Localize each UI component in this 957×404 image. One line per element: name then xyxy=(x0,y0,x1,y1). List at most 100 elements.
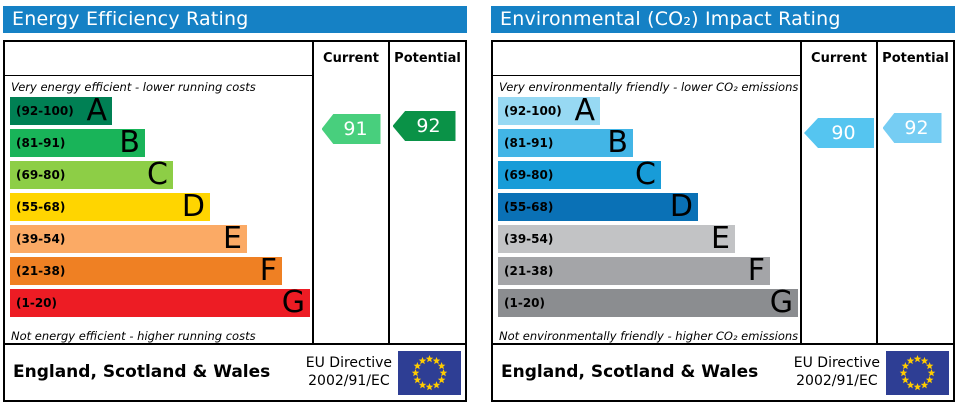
current-column-divider xyxy=(312,42,314,345)
header-separator xyxy=(493,75,800,76)
potential-column-divider xyxy=(388,42,390,345)
band-row: (39-54) E xyxy=(498,221,800,256)
potential-column-header: Potential xyxy=(394,51,461,66)
band-row: (92-100) A xyxy=(10,93,312,128)
band-bar-f: (21-38) F xyxy=(498,253,770,288)
band-row: (69-80) C xyxy=(498,157,800,192)
band-row: (92-100) A xyxy=(498,93,800,128)
top-caption: Very energy efficient - lower running co… xyxy=(11,80,256,94)
current-column-header: Current xyxy=(811,51,867,66)
band-range: (55-68) xyxy=(504,200,554,214)
energy-efficiency-panel: Energy Efficiency Rating Current Potenti… xyxy=(3,6,467,402)
bands: (92-100) A (81-91) B (69-80) C (55-68) D (39-54)… xyxy=(498,93,800,321)
band-range: (21-38) xyxy=(16,264,66,278)
band-range: (69-80) xyxy=(504,168,554,182)
eu-directive-label: EU Directive 2002/91/EC xyxy=(306,354,392,390)
panel-title: Environmental (CO₂) Impact Rating xyxy=(491,6,955,33)
current-arrow: 90 xyxy=(804,118,874,148)
footer: England, Scotland & Wales EU Directive 2… xyxy=(5,343,465,400)
band-range: (39-54) xyxy=(504,232,554,246)
band-row: (21-38) F xyxy=(498,253,800,288)
bottom-caption: Not energy efficient - higher running co… xyxy=(11,329,256,343)
band-letter: D xyxy=(181,189,205,224)
band-letter: G xyxy=(769,285,793,320)
band-bar-e: (39-54) E xyxy=(10,221,247,256)
band-letter: A xyxy=(574,93,595,128)
eu-directive-line1: EU Directive xyxy=(793,355,880,371)
band-range: (92-100) xyxy=(504,104,562,118)
eu-directive-label: EU Directive 2002/91/EC xyxy=(794,354,880,390)
band-range: (92-100) xyxy=(16,104,74,118)
eu-flag-stars xyxy=(411,355,448,391)
potential-rating-value: 92 xyxy=(416,115,441,137)
band-letter: G xyxy=(281,285,305,320)
bottom-caption: Not environmentally friendly - higher CO… xyxy=(499,329,799,343)
eu-directive-line2: 2002/91/EC xyxy=(308,373,390,389)
band-letter: B xyxy=(607,125,628,160)
bands: (92-100) A (81-91) B (69-80) C (55-68) D (39-54)… xyxy=(10,93,312,321)
band-range: (21-38) xyxy=(504,264,554,278)
potential-column-header: Potential xyxy=(882,51,949,66)
band-letter: D xyxy=(669,189,693,224)
eu-flag-stars xyxy=(899,355,936,391)
region-label: England, Scotland & Wales xyxy=(13,362,271,382)
band-row: (81-91) B xyxy=(10,125,312,160)
eu-flag-icon xyxy=(886,351,949,395)
band-row: (81-91) B xyxy=(498,125,800,160)
potential-arrow: 92 xyxy=(882,113,942,143)
band-row: (1-20) G xyxy=(10,285,312,320)
eu-directive-line2: 2002/91/EC xyxy=(796,373,878,389)
band-bar-b: (81-91) B xyxy=(498,125,633,160)
rating-table: Current Potential Very energy efficient … xyxy=(3,40,467,402)
region-label: England, Scotland & Wales xyxy=(501,362,759,382)
potential-arrow: 92 xyxy=(392,111,456,141)
band-bar-a: (92-100) A xyxy=(498,93,600,128)
current-rating-value: 91 xyxy=(343,118,368,140)
header-separator xyxy=(5,75,312,76)
band-bar-b: (81-91) B xyxy=(10,125,145,160)
band-bar-d: (55-68) D xyxy=(10,189,210,224)
band-range: (81-91) xyxy=(16,136,66,150)
potential-column-divider xyxy=(876,42,878,345)
band-row: (55-68) D xyxy=(10,189,312,224)
band-bar-a: (92-100) A xyxy=(10,93,112,128)
panel-title: Energy Efficiency Rating xyxy=(3,6,467,33)
band-bar-f: (21-38) F xyxy=(10,253,282,288)
band-range: (69-80) xyxy=(16,168,66,182)
eu-flag-icon xyxy=(398,351,461,395)
band-letter: F xyxy=(259,253,277,288)
environmental-impact-panel: Environmental (CO₂) Impact Rating Curren… xyxy=(491,6,955,402)
band-letter: F xyxy=(747,253,765,288)
band-range: (81-91) xyxy=(504,136,554,150)
footer: England, Scotland & Wales EU Directive 2… xyxy=(493,343,953,400)
band-bar-e: (39-54) E xyxy=(498,221,735,256)
band-bar-c: (69-80) C xyxy=(498,157,661,192)
band-bar-g: (1-20) G xyxy=(498,285,798,320)
band-letter: E xyxy=(223,221,242,256)
band-row: (1-20) G xyxy=(498,285,800,320)
band-letter: E xyxy=(711,221,730,256)
top-caption: Very environmentally friendly - lower CO… xyxy=(499,80,799,94)
band-bar-c: (69-80) C xyxy=(10,157,173,192)
band-row: (39-54) E xyxy=(10,221,312,256)
band-range: (39-54) xyxy=(16,232,66,246)
band-letter: C xyxy=(635,157,656,192)
current-arrow: 91 xyxy=(321,114,381,144)
band-letter: A xyxy=(86,93,107,128)
current-column-header: Current xyxy=(323,51,379,66)
band-row: (69-80) C xyxy=(10,157,312,192)
band-letter: B xyxy=(119,125,140,160)
band-range: (1-20) xyxy=(16,296,57,310)
band-bar-g: (1-20) G xyxy=(10,285,310,320)
band-range: (1-20) xyxy=(504,296,545,310)
band-row: (55-68) D xyxy=(498,189,800,224)
potential-rating-value: 92 xyxy=(904,117,929,139)
band-letter: C xyxy=(147,157,168,192)
eu-directive-line1: EU Directive xyxy=(305,355,392,371)
band-bar-d: (55-68) D xyxy=(498,189,698,224)
band-row: (21-38) F xyxy=(10,253,312,288)
rating-table: Current Potential Very environmentally f… xyxy=(491,40,955,402)
current-rating-value: 90 xyxy=(831,122,856,144)
band-range: (55-68) xyxy=(16,200,66,214)
current-column-divider xyxy=(800,42,802,345)
